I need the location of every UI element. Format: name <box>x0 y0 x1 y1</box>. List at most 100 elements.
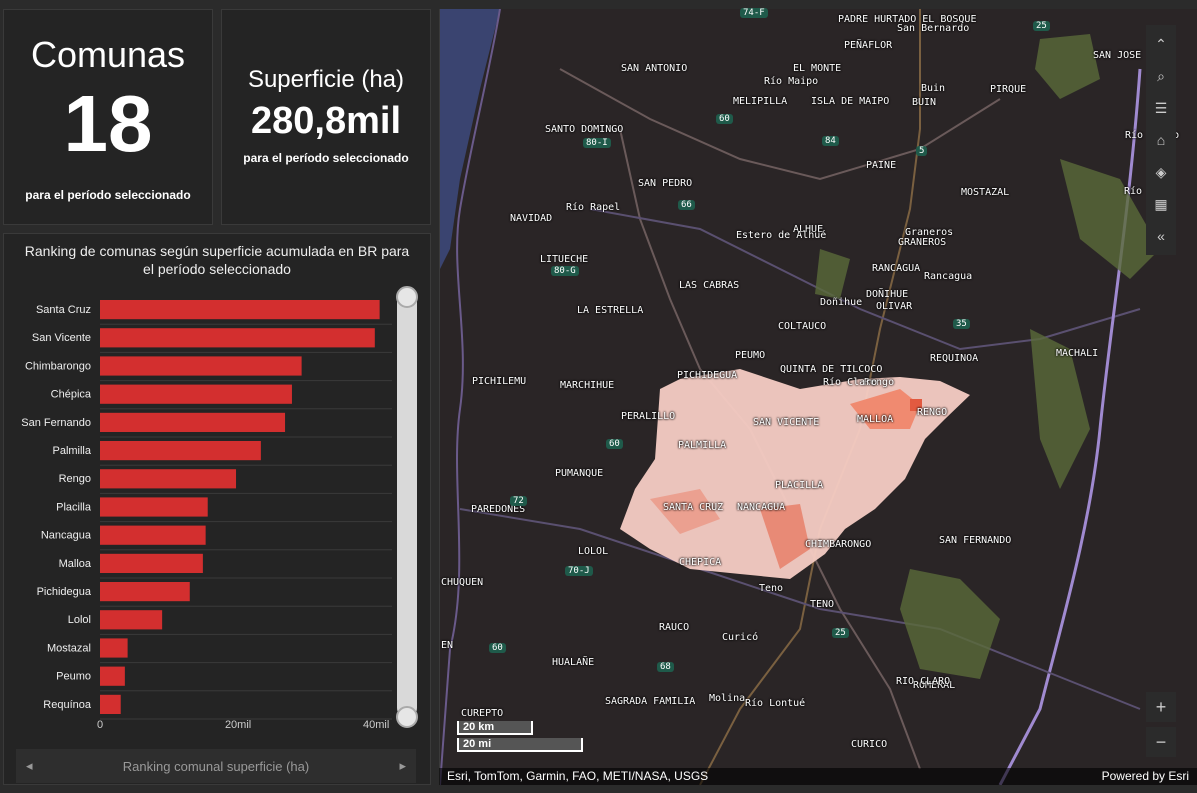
map-view[interactable] <box>439 9 1197 785</box>
map-place-label: CUREPTO <box>461 708 504 719</box>
bar[interactable] <box>100 441 261 461</box>
bar[interactable] <box>100 694 121 714</box>
route-shield: 60 <box>716 114 733 124</box>
route-shield: 60 <box>489 643 506 653</box>
ranking-bar-chart: Santa Cruz San Vicente Chimbarongo Chépica S… <box>21 300 392 731</box>
prev-chart-button[interactable]: ◂ <box>26 758 33 773</box>
map-toolbar: ⌃ ⌕ ☰ ⌂ ◈ ▦ « <box>1146 25 1176 255</box>
map-place-label: PUMANQUE <box>555 468 604 479</box>
map-place-label: CURICO <box>851 739 888 750</box>
slider-handle-top[interactable] <box>396 286 418 308</box>
bar[interactable] <box>100 497 208 517</box>
bar[interactable] <box>100 610 163 630</box>
kpi-title: Comunas <box>30 34 186 75</box>
route-shield: 70-J <box>565 566 593 576</box>
map-place-label: Río <box>1124 186 1143 197</box>
chart-pager: ◂ Ranking comunal superficie (ha) ▸ <box>16 749 416 783</box>
bar[interactable] <box>100 666 125 686</box>
home-icon[interactable]: ⌂ <box>1156 132 1166 148</box>
map-place-label: RANCAGUA <box>872 263 921 274</box>
qr-code-icon[interactable]: ▦ <box>1154 195 1168 212</box>
category-label: Nancagua <box>41 530 92 542</box>
map-place-label: LA ESTRELLA <box>577 305 644 316</box>
bar[interactable] <box>100 412 286 432</box>
route-shield: 72 <box>510 496 527 506</box>
map-place-label: SAGRADA FAMILIA <box>605 696 696 707</box>
map-place-label: Doñihue <box>820 297 863 308</box>
map-place-label: MELIPILLA <box>733 96 788 107</box>
chart-title: Ranking de comunas según superficie acum… <box>24 243 410 277</box>
map-place-label: COLTAUCO <box>778 321 827 332</box>
route-shield: 68 <box>657 662 674 672</box>
route-shield: 35 <box>953 319 970 329</box>
map-place-label: NAVIDAD <box>510 213 553 224</box>
map-place-label: HUALAÑE <box>552 657 595 668</box>
category-label: Rengo <box>59 473 91 485</box>
bar[interactable] <box>100 638 128 658</box>
scale-bar-mi: 20 mi <box>457 738 583 752</box>
bar[interactable] <box>100 328 375 348</box>
map-place-label: Río Maipo <box>764 76 819 87</box>
bar[interactable] <box>100 553 203 573</box>
category-label: San Fernando <box>21 417 91 429</box>
category-label: San Vicente <box>32 332 91 344</box>
map-place-label: PICHILEMU <box>472 376 527 387</box>
layers-icon[interactable]: ◈ <box>1155 163 1167 180</box>
map-place-label: Estero de Alhué <box>736 230 827 241</box>
map-place-label: PLACILLA <box>775 480 824 491</box>
category-label: Palmilla <box>52 445 91 457</box>
map-place-label: LOLOL <box>578 546 609 557</box>
zoom-in-button[interactable]: + <box>1146 692 1176 722</box>
route-shield: 5 <box>916 146 928 156</box>
slider-handle-bottom[interactable] <box>396 706 418 728</box>
map-place-label: Río Claro <box>823 377 878 388</box>
map-place-label: MALLOA <box>857 414 894 425</box>
category-label: Requínoa <box>43 699 92 711</box>
tick-label: 40mil <box>363 719 389 731</box>
map-place-label: LITUECHE <box>540 254 589 265</box>
scale-bar-km: 20 km <box>457 721 533 735</box>
category-label: Chimbarongo <box>25 360 91 372</box>
layer-list-icon[interactable]: ☰ <box>1154 99 1168 116</box>
map-place-label: SANTO DOMINGO <box>545 124 624 135</box>
map-place-label: PADRE HURTADO EL BOSQUE <box>838 14 977 25</box>
map-place-label: ROMERAL <box>913 680 956 691</box>
route-shield: 84 <box>822 136 839 146</box>
kpi-value: 18 <box>63 79 153 168</box>
route-shield: 74-F <box>740 8 768 18</box>
map-place-label: SAN JOSE <box>1093 50 1142 61</box>
bar[interactable] <box>100 469 237 489</box>
next-chart-button[interactable]: ▸ <box>399 758 406 773</box>
map-place-label: LAS CABRAS <box>679 280 740 291</box>
collapse-up-icon[interactable]: ⌃ <box>1155 35 1167 52</box>
bar[interactable] <box>100 582 190 602</box>
zoom-out-button[interactable]: − <box>1146 727 1176 757</box>
bar[interactable] <box>100 300 380 320</box>
kpi-subtitle: para el período seleccionado <box>243 151 409 165</box>
range-slider[interactable] <box>396 286 418 728</box>
route-shield: 60 <box>606 439 623 449</box>
map-place-label: Teno <box>759 583 784 594</box>
map-attribution: Esri, TomTom, Garmin, FAO, METI/NASA, US… <box>439 768 1197 785</box>
map-place-label: BUIN <box>912 97 937 108</box>
kpi-value: 280,8mil <box>251 100 401 142</box>
attribution-text: Esri, TomTom, Garmin, FAO, METI/NASA, US… <box>447 769 709 783</box>
map-place-label: RENGO <box>917 407 948 418</box>
bar[interactable] <box>100 356 302 376</box>
ranking-chart-card: Ranking de comunas según superficie acum… <box>3 233 431 785</box>
map-place-label: PAREDONES <box>471 504 526 515</box>
route-shield: 80-G <box>551 266 579 276</box>
powered-by-esri[interactable]: Powered by Esri <box>1101 769 1189 783</box>
map-place-label: San Bernardo <box>897 23 970 34</box>
collapse-left-icon[interactable]: « <box>1157 228 1165 244</box>
category-label: Pichidegua <box>37 586 92 598</box>
category-label: Lolol <box>68 614 91 626</box>
map-place-label: Rengo <box>864 377 895 388</box>
bar[interactable] <box>100 384 292 404</box>
tick-label: 0 <box>97 719 103 731</box>
search-icon[interactable]: ⌕ <box>1157 67 1165 84</box>
route-shield: 25 <box>1033 21 1050 31</box>
bar[interactable] <box>100 525 206 545</box>
map-place-label: Río Lontué <box>745 698 806 709</box>
map-place-label: TENO <box>810 599 835 610</box>
